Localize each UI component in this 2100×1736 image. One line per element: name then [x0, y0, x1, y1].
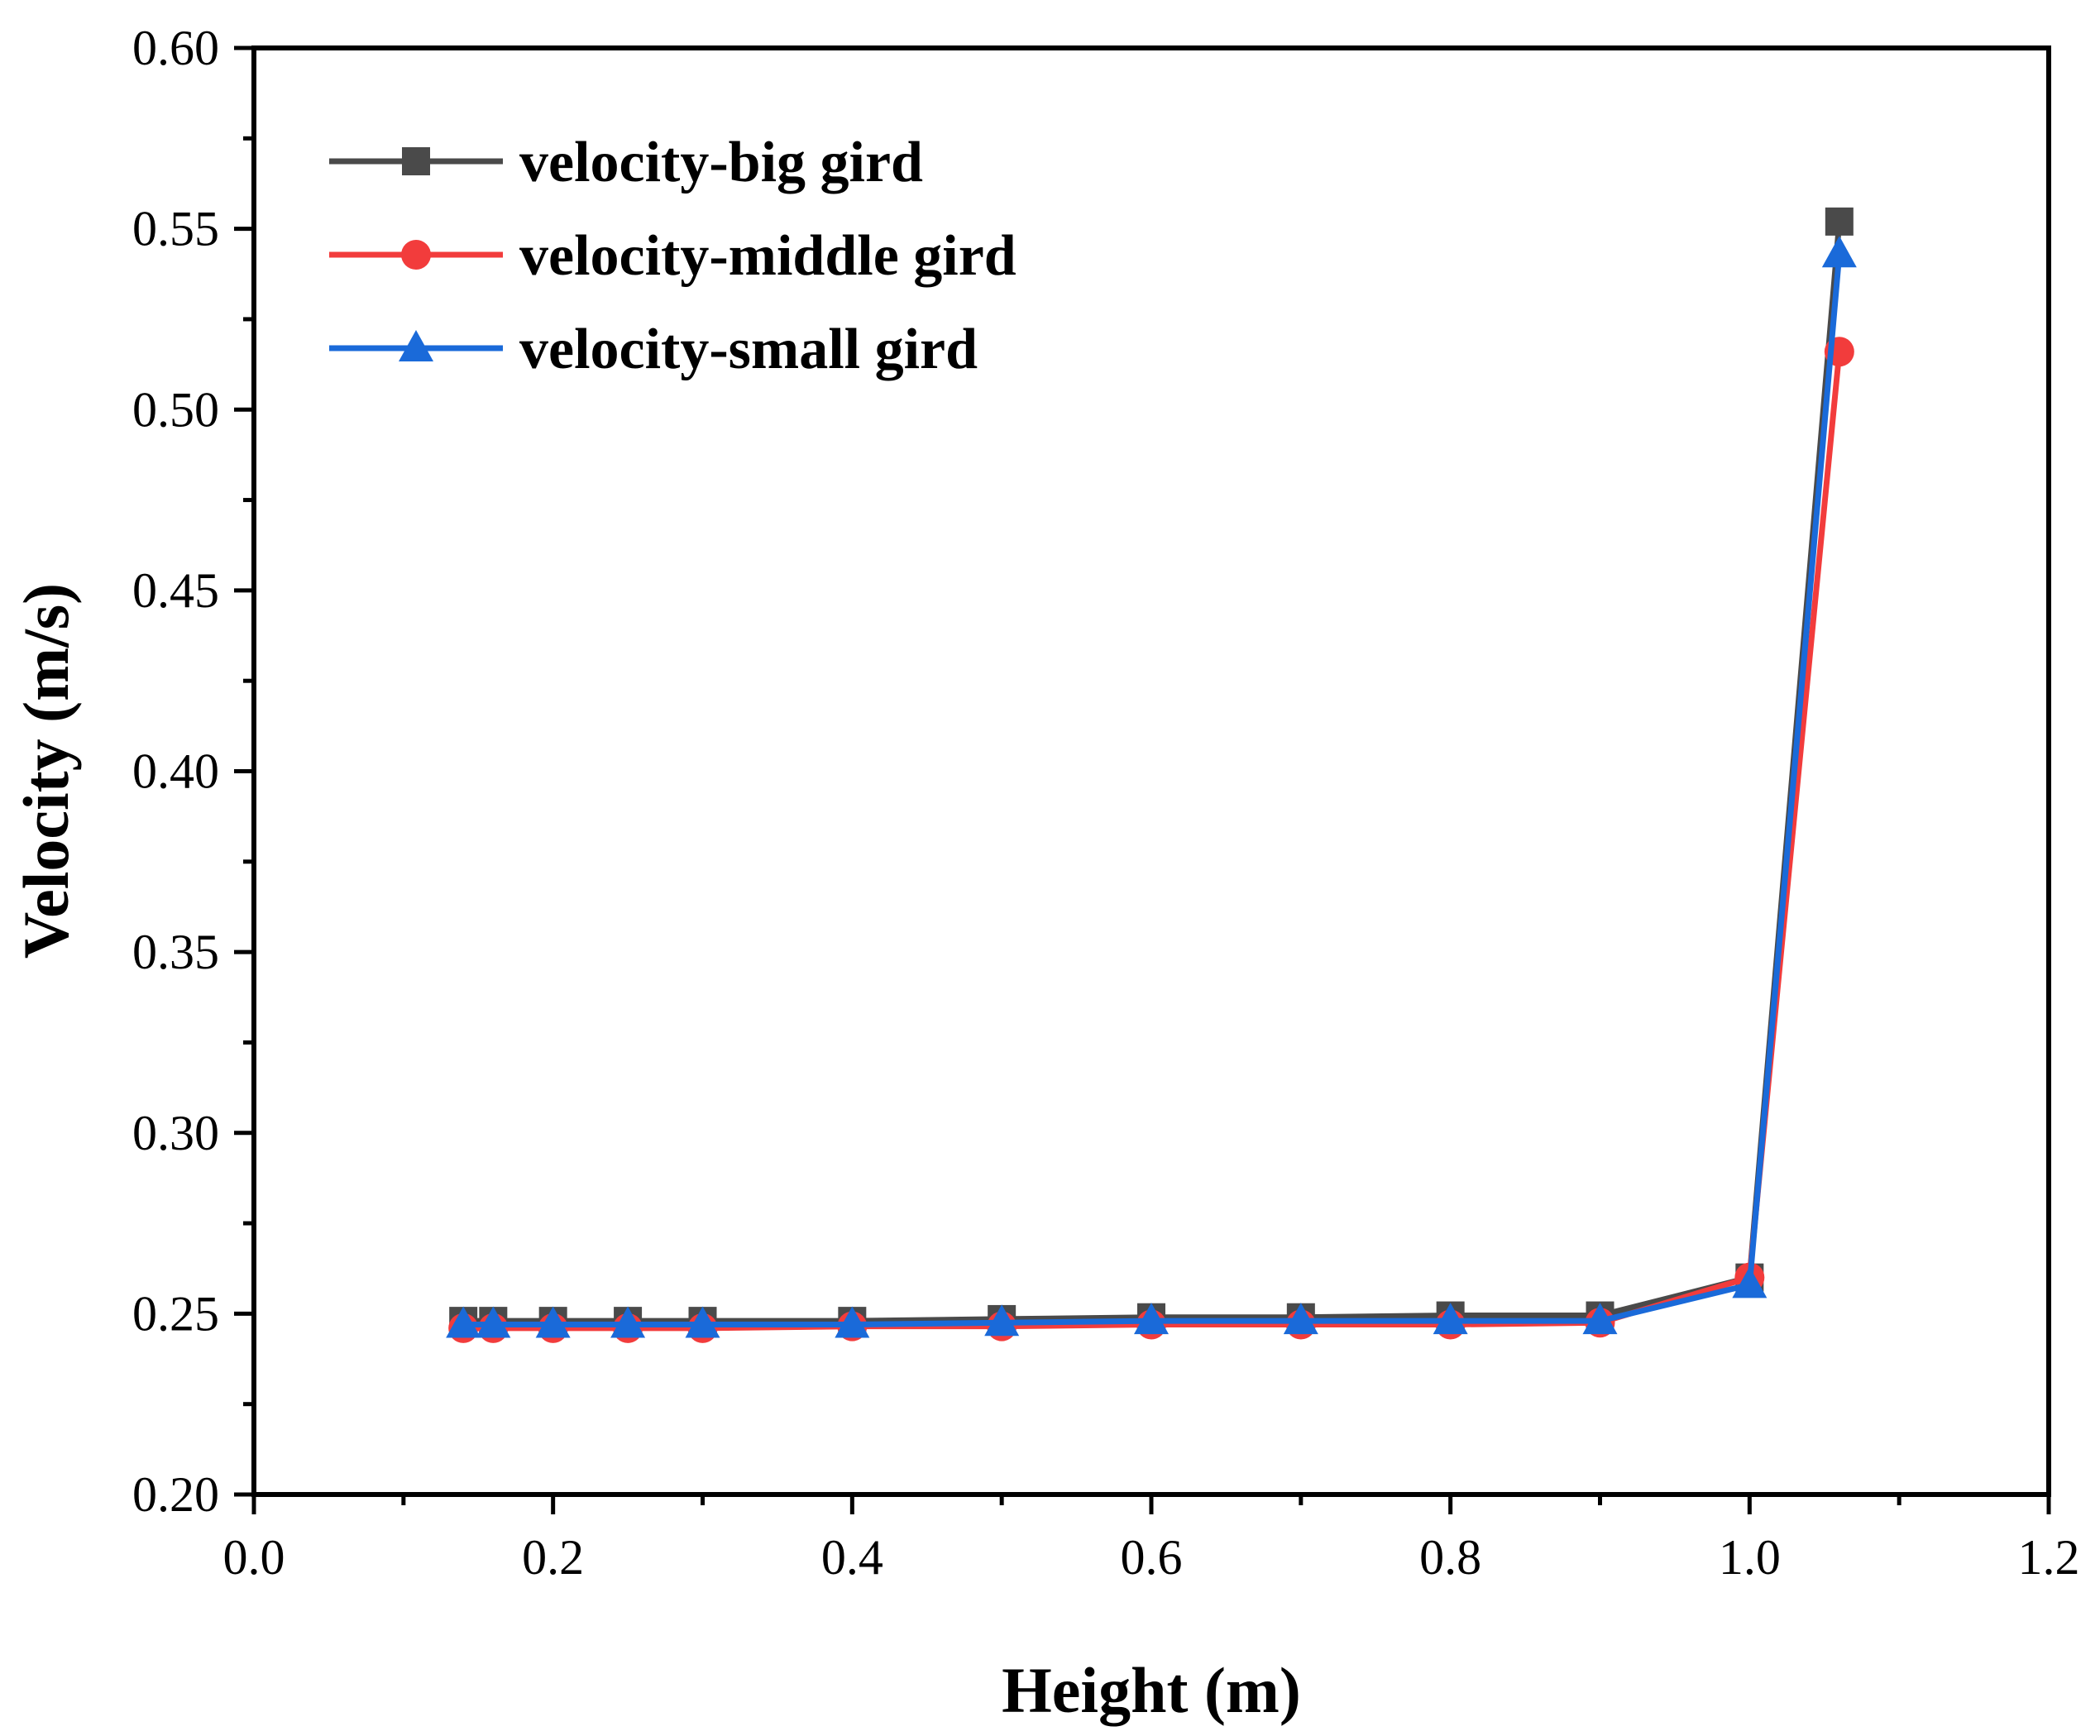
data-point	[685, 1306, 720, 1338]
legend-marker	[399, 330, 433, 361]
plot-frame	[251, 45, 2051, 1497]
data-point	[1732, 1266, 1768, 1298]
x-axis-title: Height (m)	[1002, 1654, 1301, 1726]
data-point	[476, 1306, 511, 1338]
y-tick-label: 0.40	[132, 744, 219, 799]
y-axis-ticks: 0.20 0.25 0.30 0.35 0.40 0.45 0.50 0.55 0.60	[132, 21, 254, 1522]
series-line	[463, 221, 1843, 1324]
x-tick-label: 0.4	[821, 1530, 883, 1585]
y-tick-label: 0.45	[132, 563, 219, 618]
y-tick-label: 0.20	[132, 1467, 219, 1522]
x-axis-ticks: 0.0 0.2 0.4 0.6 0.8 1.0 1.2	[223, 1494, 2080, 1585]
y-tick-label: 0.30	[132, 1106, 219, 1160]
data-point	[446, 1306, 481, 1338]
data-point	[1825, 207, 1854, 236]
data-point	[1433, 1303, 1468, 1335]
y-tick-label: 0.35	[132, 925, 219, 979]
y-tick-label: 0.25	[132, 1286, 219, 1341]
data-point	[1821, 236, 1857, 268]
data-point	[610, 1306, 646, 1338]
legend: velocity-big gird velocity-middle gird vel…	[329, 131, 1017, 381]
data-point	[984, 1304, 1020, 1337]
x-tick-label: 0.0	[223, 1530, 285, 1585]
legend-item: velocity-big gird	[329, 131, 923, 194]
legend-marker	[401, 240, 431, 270]
legend-label: velocity-small gird	[519, 318, 978, 381]
series-layer	[446, 207, 1857, 1343]
x-tick-label: 0.6	[1121, 1530, 1183, 1585]
data-point	[1283, 1303, 1318, 1335]
y-tick-label: 0.50	[132, 382, 219, 437]
y-tick-label: 0.60	[132, 21, 219, 75]
series-line	[463, 253, 1843, 1327]
legend-marker	[402, 147, 430, 175]
legend-item: velocity-middle gird	[329, 224, 1017, 288]
legend-label: velocity-big gird	[519, 131, 923, 194]
data-point	[1134, 1303, 1169, 1335]
series-line	[463, 351, 1843, 1332]
y-axis-title: Velocity (m/s)	[10, 583, 82, 959]
x-tick-label: 1.0	[1719, 1530, 1781, 1585]
series-circle	[448, 337, 1854, 1343]
y-tick-label: 0.55	[132, 202, 219, 256]
data-point	[535, 1306, 571, 1338]
series-triangle	[446, 236, 1857, 1338]
data-point	[835, 1306, 870, 1338]
x-tick-label: 0.2	[522, 1530, 584, 1585]
legend-item: velocity-small gird	[329, 318, 978, 381]
data-point	[1582, 1303, 1618, 1335]
legend-label: velocity-middle gird	[519, 224, 1017, 288]
x-tick-label: 0.8	[1419, 1530, 1481, 1585]
x-tick-label: 1.2	[2018, 1530, 2080, 1585]
